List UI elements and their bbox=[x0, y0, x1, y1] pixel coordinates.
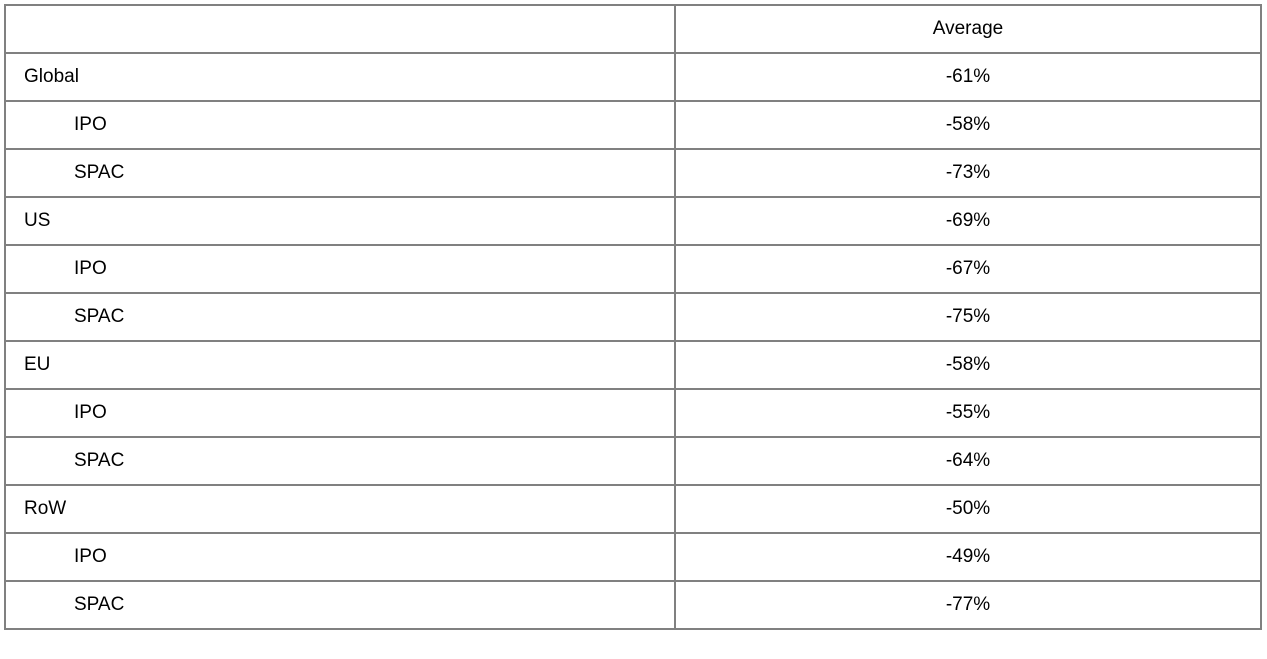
row-average: -77% bbox=[674, 580, 1262, 630]
row-average: -58% bbox=[674, 100, 1262, 150]
row-label: SPAC bbox=[4, 292, 676, 342]
average-table: Average Global -61% IPO -58% SPAC -73% US -69% I… bbox=[4, 4, 1262, 630]
row-label: IPO bbox=[4, 100, 676, 150]
header-label-cell bbox=[4, 4, 676, 54]
sub-row: IPO -55% bbox=[4, 388, 1262, 438]
row-average: -67% bbox=[674, 244, 1262, 294]
sub-row: IPO -49% bbox=[4, 532, 1262, 582]
row-label: SPAC bbox=[4, 148, 676, 198]
sub-row: SPAC -77% bbox=[4, 580, 1262, 630]
row-label: IPO bbox=[4, 244, 676, 294]
region-row: US -69% bbox=[4, 196, 1262, 246]
row-label: IPO bbox=[4, 388, 676, 438]
sub-row: IPO -58% bbox=[4, 100, 1262, 150]
header-row: Average bbox=[4, 4, 1262, 54]
row-average: -50% bbox=[674, 484, 1262, 534]
row-average: -58% bbox=[674, 340, 1262, 390]
row-average: -49% bbox=[674, 532, 1262, 582]
row-average: -55% bbox=[674, 388, 1262, 438]
sub-row: SPAC -73% bbox=[4, 148, 1262, 198]
sub-row: IPO -67% bbox=[4, 244, 1262, 294]
row-average: -73% bbox=[674, 148, 1262, 198]
sub-row: SPAC -64% bbox=[4, 436, 1262, 486]
row-average: -75% bbox=[674, 292, 1262, 342]
row-label: IPO bbox=[4, 532, 676, 582]
row-label: SPAC bbox=[4, 436, 676, 486]
region-row: EU -58% bbox=[4, 340, 1262, 390]
region-row: RoW -50% bbox=[4, 484, 1262, 534]
row-average: -69% bbox=[674, 196, 1262, 246]
row-average: -64% bbox=[674, 436, 1262, 486]
region-row: Global -61% bbox=[4, 52, 1262, 102]
header-average: Average bbox=[674, 4, 1262, 54]
sub-row: SPAC -75% bbox=[4, 292, 1262, 342]
row-label: RoW bbox=[4, 484, 676, 534]
row-label: SPAC bbox=[4, 580, 676, 630]
row-average: -61% bbox=[674, 52, 1262, 102]
row-label: Global bbox=[4, 52, 676, 102]
row-label: US bbox=[4, 196, 676, 246]
row-label: EU bbox=[4, 340, 676, 390]
